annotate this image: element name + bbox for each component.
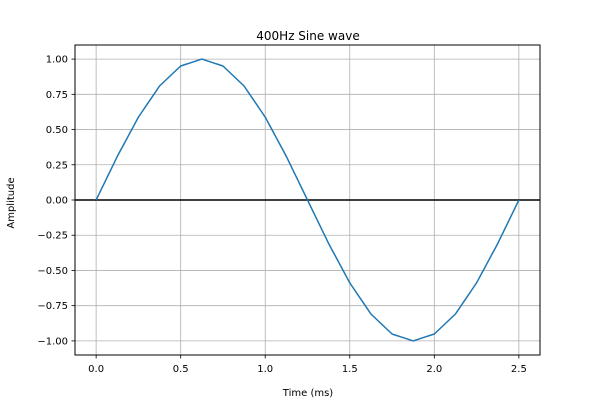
y-tick-label: −0.75 <box>37 301 68 312</box>
y-tick-label: −0.25 <box>37 231 68 242</box>
y-tick-label: 0.50 <box>46 125 68 136</box>
x-tick-label: 0.0 <box>88 364 104 375</box>
x-tick-label: 0.5 <box>173 364 189 375</box>
plot-area <box>74 44 541 356</box>
x-tick-label: 1.0 <box>257 364 273 375</box>
y-axis-ticks: 1.00 0.75 0.50 0.25 0.00 −0.25 −0.50 −0.75 −1.00 <box>37 55 75 347</box>
chart-title: 400Hz Sine wave <box>256 29 359 43</box>
x-tick-label: 1.5 <box>342 364 358 375</box>
x-tick-label: 2.5 <box>511 364 527 375</box>
x-tick-label: 2.0 <box>426 364 442 375</box>
y-tick-label: 0.00 <box>46 196 68 207</box>
y-tick-label: −0.50 <box>37 266 68 277</box>
y-tick-label: −1.00 <box>37 336 68 347</box>
y-tick-label: 0.75 <box>46 90 68 101</box>
series-points <box>96 59 519 341</box>
y-axis-label: Amplitude <box>6 177 17 228</box>
x-axis-ticks: 0.0 0.5 1.0 1.5 2.0 2.5 <box>88 355 527 375</box>
y-tick-label: 0.25 <box>46 160 68 171</box>
x-axis-label: Time (ms) <box>282 388 334 399</box>
y-tick-label: 1.00 <box>46 55 68 66</box>
